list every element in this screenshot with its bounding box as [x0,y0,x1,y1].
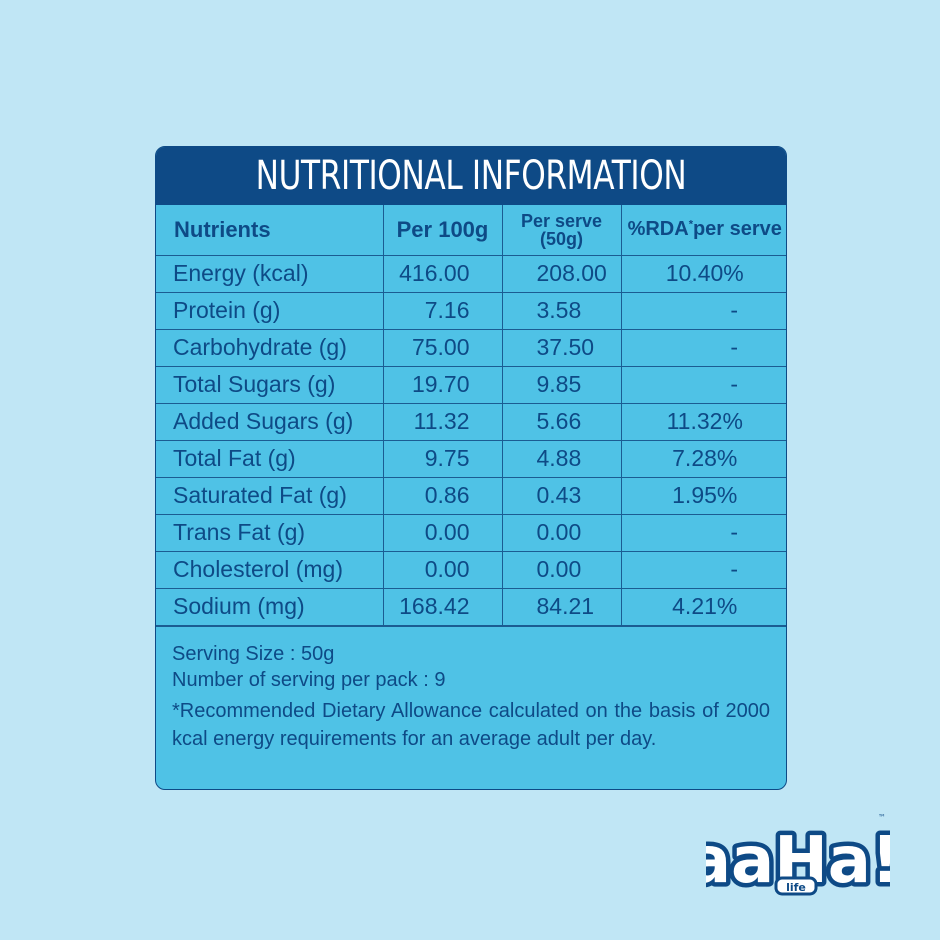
value-per-serve: 9.85 [501,365,622,404]
value-rda: 4.21% [620,587,786,626]
table-row: Added Sugars (g) 11.32 5.66 11.32% [156,402,786,441]
nutrient-name: Total Sugars (g) [156,365,384,404]
header-rda: %RDA*per serve [620,205,786,256]
header-per-serve-line2: (50g) [539,228,583,249]
header-rda-pre: %RDA [627,218,689,241]
card-title: NUTRITIONAL INFORMATION [225,147,717,205]
table-row: Cholesterol (mg) 0.00 0.00- [156,550,786,589]
header-per-100g: Per 100g [382,205,503,256]
value-rda: 1.95% [620,476,786,515]
logo-trademark: ™ [878,813,886,822]
nutrient-name: Total Fat (g) [156,439,384,478]
value-per-serve: 4.88 [501,439,622,478]
value-per-100g: 416.00 [382,254,503,293]
nutrient-name: Sodium (mg) [156,587,384,626]
value-per-100g: 0.00 [382,550,503,589]
logo-sub-badge [774,876,818,896]
servings-per-pack: Number of serving per pack : 9 [172,668,446,691]
logo-sub-text: life [786,881,806,894]
value-per-100g: 0.86 [382,476,503,515]
table-row: Sodium (mg) 168.42 84.21 4.21% [156,587,786,626]
nutrition-card: NUTRITIONAL INFORMATION Nutrients Per 10… [155,146,787,790]
value-per-serve: 84.21 [501,587,622,626]
serving-size: Serving Size : 50g [172,642,335,665]
table-row: Energy (kcal) 416.00 208.00 10.40% [156,254,786,293]
table-row: Saturated Fat (g) 0.86 0.43 1.95% [156,476,786,515]
nutrient-name: Saturated Fat (g) [156,476,384,515]
header-rda-star: * [688,218,693,231]
value-per-100g: 11.32 [382,402,503,441]
value-rda: - [620,513,786,552]
table-row: Total Sugars (g) 19.70 9.85- [156,365,786,404]
value-rda: 10.40% [620,254,786,293]
header-per-serve-line1: Per serve [520,210,603,231]
value-per-100g: 9.75 [382,439,503,478]
rda-footnote: *Recommended Dietary Allowance calculate… [172,699,770,750]
header-per-serve: Per serve (50g) [501,205,622,256]
header-nutrients: Nutrients [156,205,384,256]
value-rda: 11.32% [620,402,786,441]
table-row: Total Fat (g) 9.75 4.88 7.28% [156,439,786,478]
value-per-serve: 0.43 [501,476,622,515]
nutrient-name: Cholesterol (mg) [156,550,384,589]
nutrient-name: Energy (kcal) [156,254,384,293]
value-per-serve: 0.00 [501,513,622,552]
value-rda: - [620,550,786,589]
aaha-life-logo: aaHa! life ™ [706,813,890,903]
table-header-row: Nutrients Per 100g Per serve (50g) %RDA*… [156,205,786,256]
value-per-100g: 75.00 [382,328,503,367]
nutrition-table: Nutrients Per 100g Per serve (50g) %RDA*… [156,205,786,626]
nutrient-name: Trans Fat (g) [156,513,384,552]
value-per-serve: 37.50 [501,328,622,367]
value-rda: - [620,365,786,404]
value-per-100g: 19.70 [382,365,503,404]
title-bar: NUTRITIONAL INFORMATION [156,147,786,205]
nutrient-name: Carbohydrate (g) [156,328,384,367]
table-row: Carbohydrate (g) 75.00 37.50- [156,328,786,367]
value-per-serve: 3.58 [501,291,622,330]
value-per-100g: 7.16 [382,291,503,330]
value-rda: 7.28% [620,439,786,478]
header-rda-post: per serve [692,218,782,241]
card-footer: Serving Size : 50g Number of serving per… [156,625,786,753]
nutrient-name: Protein (g) [156,291,384,330]
value-per-100g: 0.00 [382,513,503,552]
value-per-serve: 0.00 [501,550,622,589]
value-rda: - [620,328,786,367]
value-per-100g: 168.42 [382,587,503,626]
table-row: Trans Fat (g) 0.00 0.00- [156,513,786,552]
value-rda: - [620,291,786,330]
nutrient-name: Added Sugars (g) [156,402,384,441]
value-per-serve: 208.00 [501,254,622,293]
table-row: Protein (g) 7.16 3.58- [156,291,786,330]
value-per-serve: 5.66 [501,402,622,441]
